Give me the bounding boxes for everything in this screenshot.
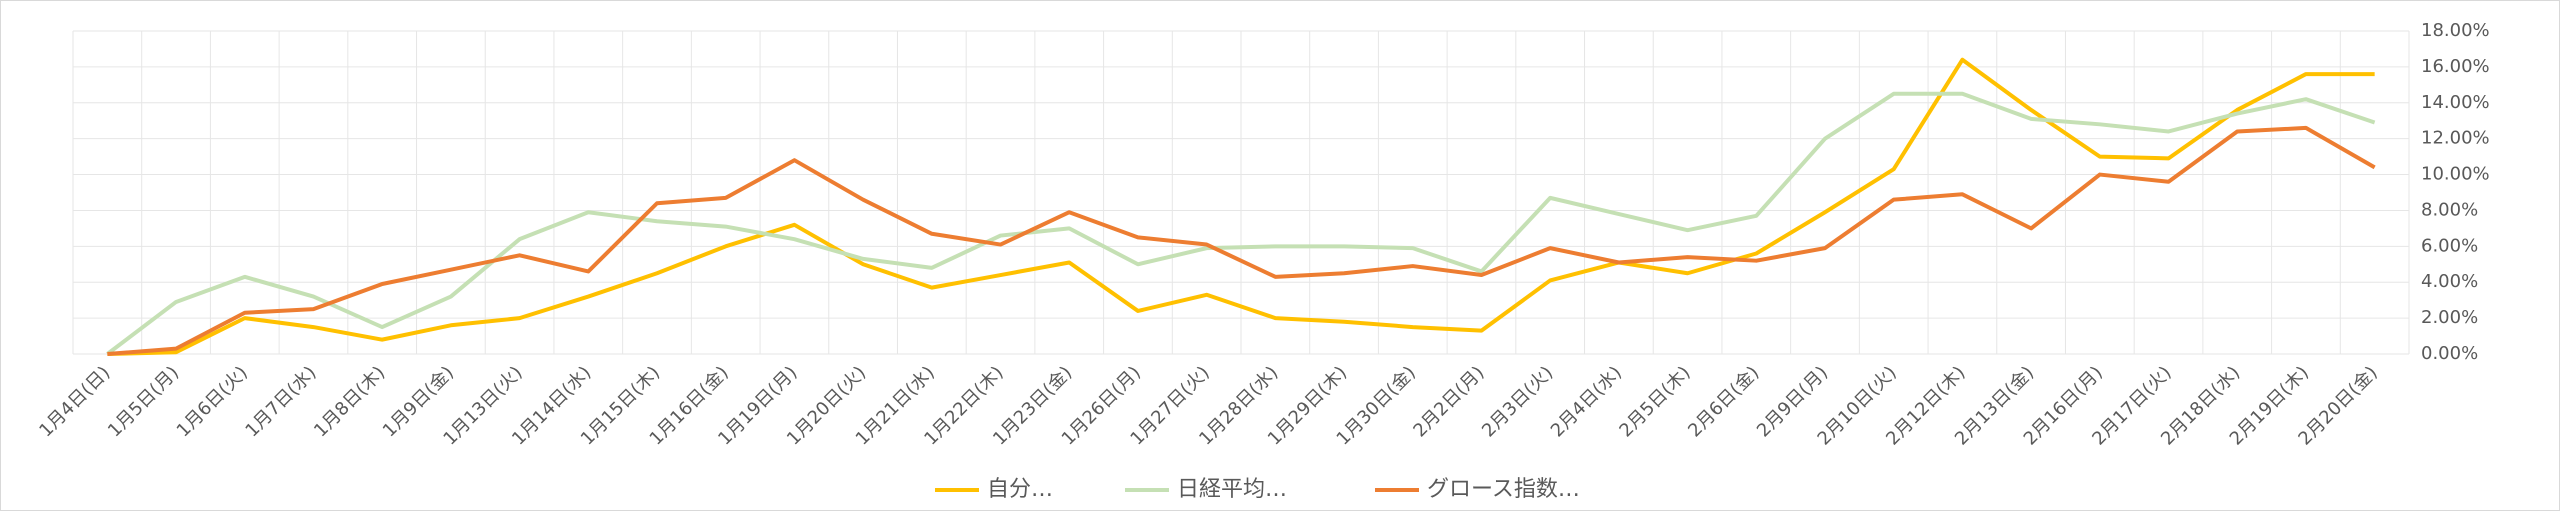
y-tick-label: 4.00% xyxy=(2421,271,2478,292)
y-tick-label: 16.00% xyxy=(2421,56,2490,77)
y-tick-label: 6.00% xyxy=(2421,235,2478,256)
y-tick-label: 18.00% xyxy=(2421,20,2490,41)
y-tick-label: 12.00% xyxy=(2421,128,2490,149)
y-tick-label: 2.00% xyxy=(2421,307,2478,328)
y-tick-label: 10.00% xyxy=(2421,164,2490,185)
y-tick-label: 8.00% xyxy=(2421,199,2478,220)
y-tick-label: 14.00% xyxy=(2421,92,2490,113)
legend-label: グロース指数… xyxy=(1427,477,1580,502)
y-tick-label: 0.00% xyxy=(2421,343,2478,364)
legend-label: 日経平均… xyxy=(1177,477,1287,502)
series-line xyxy=(107,125,2376,356)
legend-label: 自分… xyxy=(987,477,1053,502)
series-line xyxy=(107,57,2375,356)
series-line xyxy=(106,91,2376,356)
